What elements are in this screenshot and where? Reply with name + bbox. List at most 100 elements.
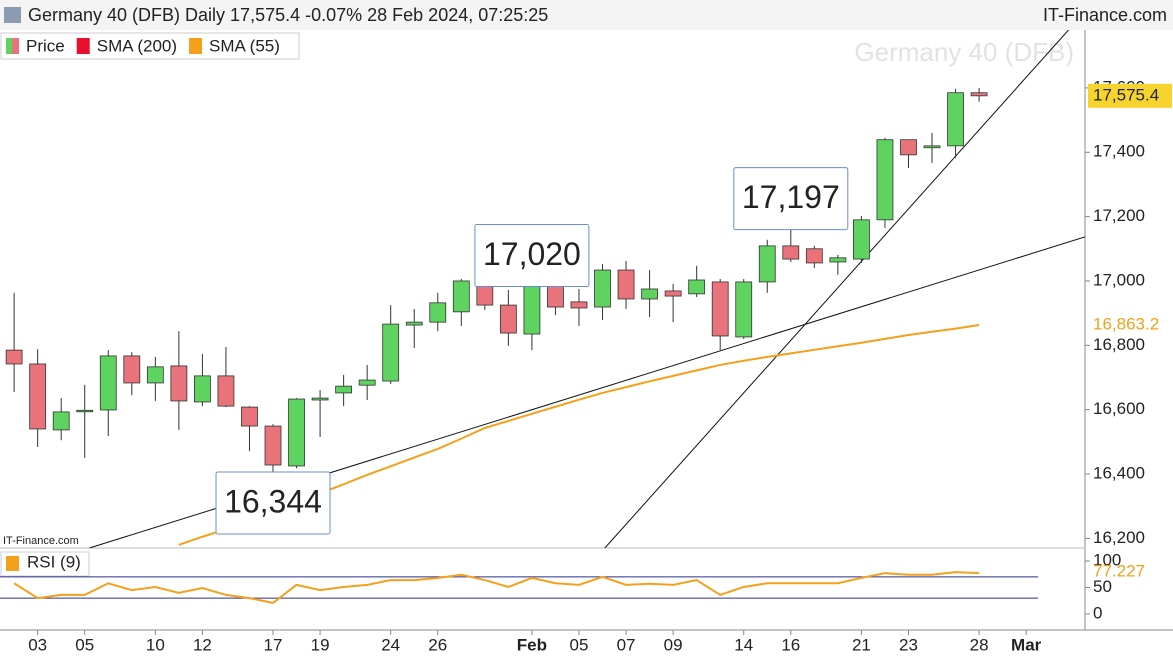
candle-body	[52, 411, 70, 431]
y-tick-label: 17,400	[1093, 142, 1145, 161]
x-tick-label: 09	[664, 635, 683, 654]
y-tick-label: 17,000	[1093, 270, 1145, 289]
candle-body	[853, 219, 870, 260]
legend-label: SMA (55)	[209, 36, 280, 55]
x-tick-label: 07	[617, 635, 636, 654]
x-tick-label: 12	[193, 635, 212, 654]
candle-body	[594, 269, 611, 308]
header-bar	[0, 0, 1173, 30]
rsi-tick-label: 50	[1093, 577, 1112, 596]
candle-body	[711, 281, 729, 337]
candle-body	[194, 375, 211, 403]
annotation-box	[733, 167, 849, 231]
candle-body	[264, 425, 282, 466]
candle-body	[499, 304, 517, 334]
x-tick-label: 03	[28, 635, 47, 654]
x-tick-label: 05	[75, 635, 94, 654]
annotation-box	[474, 224, 590, 288]
x-tick-label: 26	[428, 635, 447, 654]
y-tick-label: 16,800	[1093, 335, 1145, 354]
annotation-label: 17,020	[483, 236, 581, 272]
candle-body	[735, 281, 753, 338]
candle-body	[664, 290, 682, 297]
x-tick-label: 23	[899, 635, 918, 654]
candle-body	[405, 321, 423, 326]
candle-body	[217, 375, 235, 407]
candle-body	[570, 301, 588, 309]
candle-body	[170, 365, 188, 402]
annotation-label: 16,344	[224, 483, 322, 519]
candle-body	[805, 248, 823, 264]
candle-body	[382, 323, 400, 382]
source: IT-Finance.com	[1043, 5, 1167, 25]
candle-body	[5, 349, 23, 365]
rsi-last-label: 77.227	[1093, 562, 1145, 581]
y-tick-label: 17,200	[1093, 206, 1145, 225]
candle-body	[782, 245, 800, 260]
x-tick-label: 10	[146, 635, 165, 654]
candle-body	[547, 284, 564, 308]
rsi-swatch	[6, 556, 19, 571]
y-tick-label: 16,400	[1093, 463, 1145, 482]
x-tick-label: 19	[311, 635, 330, 654]
sma-last-label: 16,863.2	[1093, 314, 1159, 333]
candle-body	[970, 92, 988, 97]
price-marker-box	[1088, 83, 1172, 108]
candle-body	[288, 398, 305, 467]
candle-body	[523, 282, 541, 335]
x-tick-label: Mar	[1011, 635, 1042, 654]
y-tick-label: 16,200	[1093, 528, 1145, 547]
x-tick-label: Feb	[517, 635, 547, 654]
y-tick-label: 16,600	[1093, 399, 1145, 418]
candle-body	[241, 406, 258, 427]
candle-body	[829, 257, 847, 263]
rsi-tick-label: 0	[1093, 603, 1102, 622]
candle-body	[688, 279, 706, 295]
candle-body	[146, 366, 164, 384]
legend-box	[0, 32, 300, 60]
x-tick-label: 05	[570, 635, 589, 654]
watermark: Germany 40 (DFB)	[854, 37, 1074, 67]
source-small: IT-Finance.com	[3, 535, 79, 547]
candle-body	[99, 355, 117, 411]
candle-body	[358, 379, 376, 386]
x-tick-label: 14	[734, 635, 753, 654]
rsi-title: RSI (9)	[27, 552, 81, 571]
candle-body	[758, 245, 776, 283]
legend-swatch	[6, 38, 13, 54]
candle-body	[311, 397, 329, 401]
candle-body	[452, 280, 470, 313]
x-tick-label: 24	[381, 635, 400, 654]
legend-swatch	[76, 38, 90, 54]
rsi-tick-label: 100	[1093, 550, 1121, 569]
candle-body	[335, 385, 353, 394]
demo-icon	[4, 7, 21, 23]
legend-label: Price	[26, 36, 65, 55]
rsi-legend-box	[0, 551, 90, 577]
x-tick-label: 28	[970, 635, 989, 654]
legend-swatch	[12, 38, 19, 54]
candle-body	[76, 409, 94, 413]
x-tick-label: 21	[852, 635, 871, 654]
price-marker-label: 17,575.4	[1093, 85, 1159, 104]
x-tick-label: 16	[781, 635, 800, 654]
legend-label: SMA (200)	[97, 36, 177, 55]
trendline	[604, 30, 1069, 548]
candle-body	[923, 145, 941, 149]
candle-body	[947, 92, 964, 147]
candle-body	[29, 363, 47, 430]
candle-body	[641, 288, 658, 300]
candle-body	[123, 355, 141, 384]
annotation-box	[215, 471, 331, 535]
legend-swatch	[189, 38, 203, 54]
candle-body	[876, 139, 894, 221]
candle-body	[900, 139, 917, 156]
x-tick-label: 17	[264, 635, 283, 654]
rsi-line	[13, 571, 980, 604]
candle-body	[617, 269, 635, 300]
candle-body	[429, 302, 447, 323]
chart-title: Germany 40 (DFB) Daily 17,575.4 -0.07% 2…	[28, 5, 548, 25]
annotation-label: 17,197	[742, 179, 840, 215]
